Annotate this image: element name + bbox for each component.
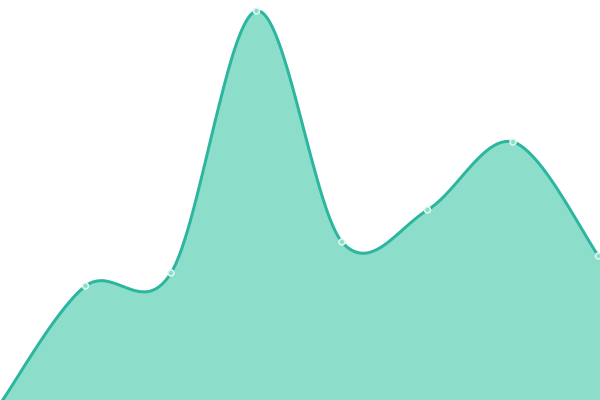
data-point-marker: [594, 252, 600, 260]
data-point-marker: [167, 269, 175, 277]
data-point-marker: [338, 238, 346, 246]
data-point-marker: [252, 7, 261, 15]
data-point-marker: [423, 206, 432, 214]
data-point-marker: [81, 282, 90, 290]
data-point-marker: [509, 138, 517, 146]
area-fill-shape: [0, 10, 600, 400]
area-line-path: [0, 9, 600, 400]
data-point-markers: [81, 7, 600, 290]
